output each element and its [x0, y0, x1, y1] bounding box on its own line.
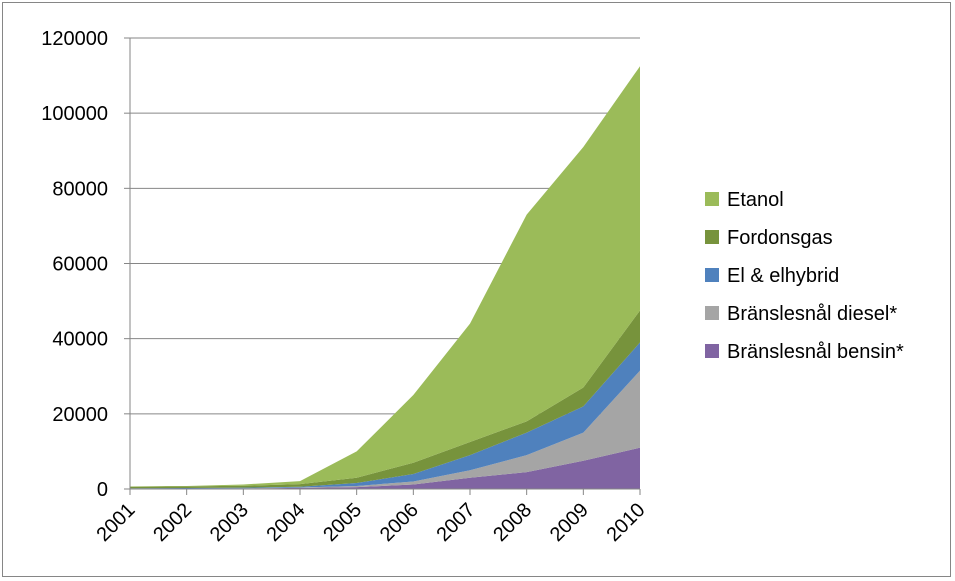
area-series-1: [130, 370, 640, 489]
x-tick-label: 2004: [263, 499, 310, 546]
legend-swatch: [705, 192, 719, 206]
plot-areas: [130, 66, 640, 489]
legend-swatch: [705, 230, 719, 244]
y-tick-label: 120000: [41, 28, 108, 50]
area-series-2: [130, 342, 640, 489]
area-series-0: [130, 447, 640, 489]
legend-label: Fordonsgas: [727, 227, 833, 249]
y-tick-label: 40000: [52, 329, 108, 351]
x-tick-label: 2006: [376, 499, 423, 546]
legend-swatch: [705, 268, 719, 282]
legend-label: Bränslesnål diesel*: [727, 303, 897, 325]
legend-label: Bränslesnål bensin*: [727, 341, 904, 363]
legend-label: El & elhybrid: [727, 265, 839, 287]
legend-swatch: [705, 306, 719, 320]
y-tick-label: 80000: [52, 178, 108, 200]
y-tick-label: 100000: [41, 103, 108, 125]
y-tick-label: 60000: [52, 254, 108, 276]
x-tick-label: 2010: [603, 499, 650, 546]
legend-label: Etanol: [727, 189, 784, 211]
x-tick-label: 2007: [433, 499, 480, 546]
x-tick-label: 2002: [149, 499, 196, 546]
y-tick-label: 0: [97, 479, 108, 501]
x-tick-label: 2005: [319, 499, 366, 546]
legend-swatch: [705, 344, 719, 358]
x-tick-label: 2001: [93, 499, 140, 546]
x-tick-label: 2009: [546, 499, 593, 546]
y-tick-label: 20000: [52, 404, 108, 426]
legend: Etanol Fordonsgas El & elhybrid Bränslesnål…: [705, 189, 904, 363]
x-tick-label: 2008: [489, 499, 536, 546]
x-tick-label: 2003: [206, 499, 253, 546]
area-series-4: [130, 66, 640, 487]
